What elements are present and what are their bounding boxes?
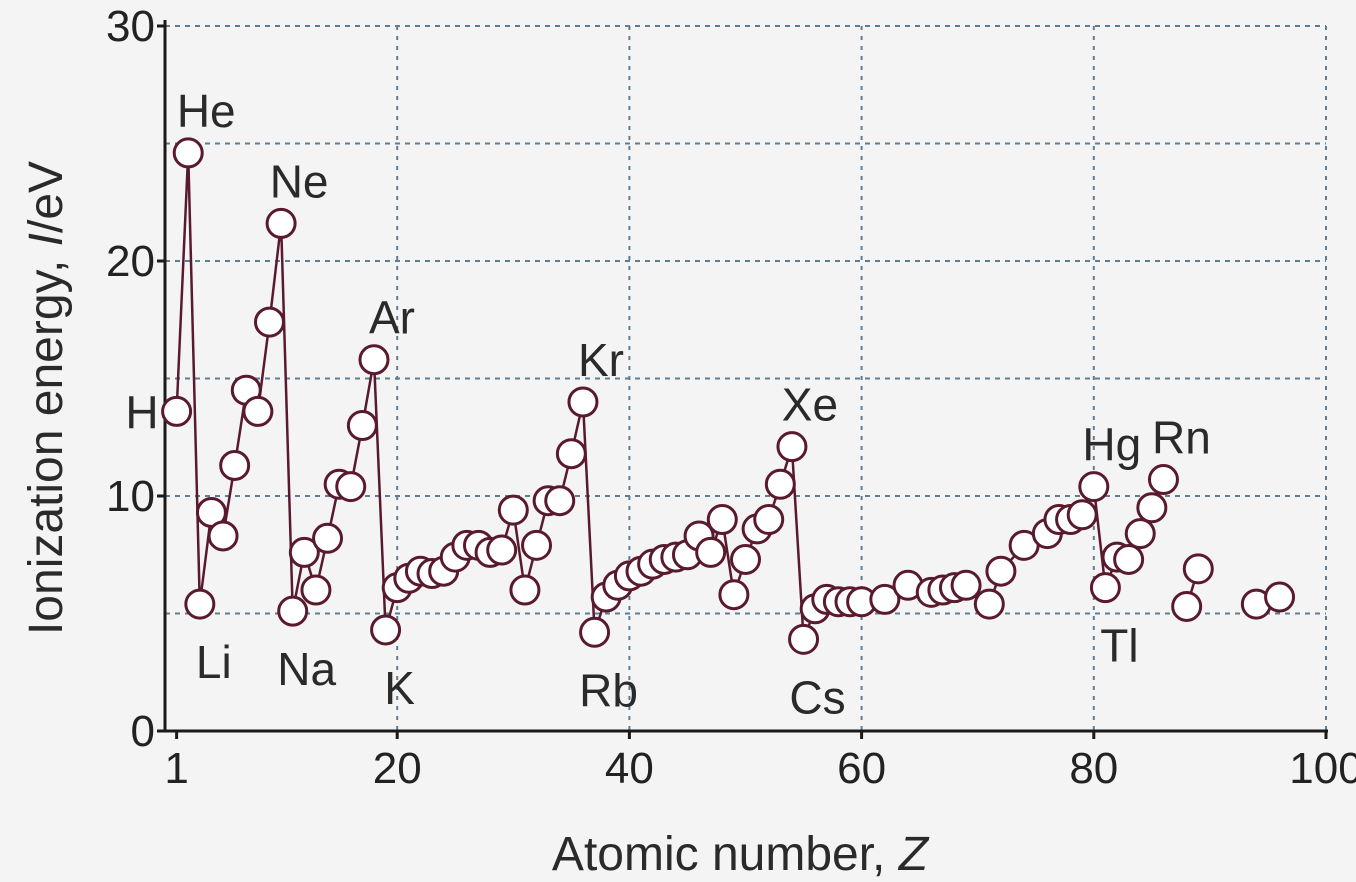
data-point xyxy=(521,529,553,561)
y-tick-label: 30 xyxy=(106,2,155,51)
data-point xyxy=(486,534,518,566)
data-point xyxy=(219,449,251,481)
data-point xyxy=(172,137,204,169)
x-axis-title: Atomic number, Z xyxy=(552,828,930,881)
data-point xyxy=(1113,543,1145,575)
data-point xyxy=(1066,499,1098,531)
data-point xyxy=(1264,581,1296,613)
data-point xyxy=(567,386,599,418)
data-point xyxy=(950,569,982,601)
data-point xyxy=(265,207,297,239)
data-point xyxy=(207,520,239,552)
data-point xyxy=(1147,464,1179,496)
data-point xyxy=(1171,590,1203,622)
data-point xyxy=(312,522,344,554)
x-tick-label: 60 xyxy=(837,744,886,793)
data-point xyxy=(300,574,332,606)
data-point xyxy=(346,410,378,441)
data-point xyxy=(1182,553,1214,585)
element-label-hg: Hg xyxy=(1082,419,1141,471)
data-point xyxy=(288,536,320,568)
x-tick-label: 80 xyxy=(1069,744,1118,793)
data-point xyxy=(973,588,1005,620)
data-point xyxy=(1089,572,1121,604)
x-tick-label: 40 xyxy=(605,744,654,793)
data-point xyxy=(718,579,750,611)
data-point xyxy=(776,431,808,463)
data-point xyxy=(788,623,820,655)
element-label-he: He xyxy=(177,85,236,137)
x-tick-label: 1 xyxy=(164,744,188,793)
data-point xyxy=(869,583,901,615)
data-point xyxy=(1136,492,1168,524)
y-tick-label: 0 xyxy=(131,707,155,756)
data-point xyxy=(579,616,611,648)
y-tick-label: 20 xyxy=(106,237,155,286)
data-point xyxy=(555,438,587,470)
axes xyxy=(157,20,1328,739)
element-label-h: H xyxy=(125,386,158,438)
element-label-cs: Cs xyxy=(789,671,845,723)
x-tick-label: 100 xyxy=(1289,744,1356,793)
element-label-k: K xyxy=(384,662,415,714)
data-point xyxy=(1078,471,1110,503)
data-point xyxy=(277,595,309,627)
data-point xyxy=(509,574,541,606)
data-point xyxy=(161,395,193,427)
data-point xyxy=(358,344,390,376)
element-labels: H He Li Ne Na Ar K Kr Rb Xe Cs Hg Tl Rn xyxy=(125,85,1210,723)
y-tick-label: 10 xyxy=(106,472,155,521)
data-point xyxy=(370,614,402,646)
element-label-ar: Ar xyxy=(369,292,415,344)
element-label-rn: Rn xyxy=(1152,412,1211,464)
element-label-xe: Xe xyxy=(782,379,838,431)
x-tick-label: 20 xyxy=(373,744,422,793)
data-point xyxy=(764,468,796,500)
element-label-na: Na xyxy=(277,643,336,695)
element-label-kr: Kr xyxy=(578,334,624,386)
data-point xyxy=(497,494,529,526)
y-axis-title: Ionization energy, I/eV xyxy=(20,161,73,635)
data-point xyxy=(985,555,1017,587)
element-label-tl: Tl xyxy=(1100,620,1138,672)
data-point xyxy=(242,395,274,427)
data-point xyxy=(253,306,285,338)
data-point xyxy=(730,543,761,575)
tick-labels: 0 10 20 30 1 20 40 60 80 100 xyxy=(106,2,1356,793)
element-label-rb: Rb xyxy=(579,664,638,716)
data-point xyxy=(1124,518,1156,550)
data-point xyxy=(695,536,727,568)
data-points xyxy=(161,137,1296,655)
data-point xyxy=(184,588,216,620)
data-point xyxy=(706,504,738,535)
data-point xyxy=(544,485,576,517)
data-point xyxy=(335,471,367,503)
element-label-ne: Ne xyxy=(270,155,329,207)
data-point xyxy=(753,504,785,535)
element-label-li: Li xyxy=(196,636,232,688)
